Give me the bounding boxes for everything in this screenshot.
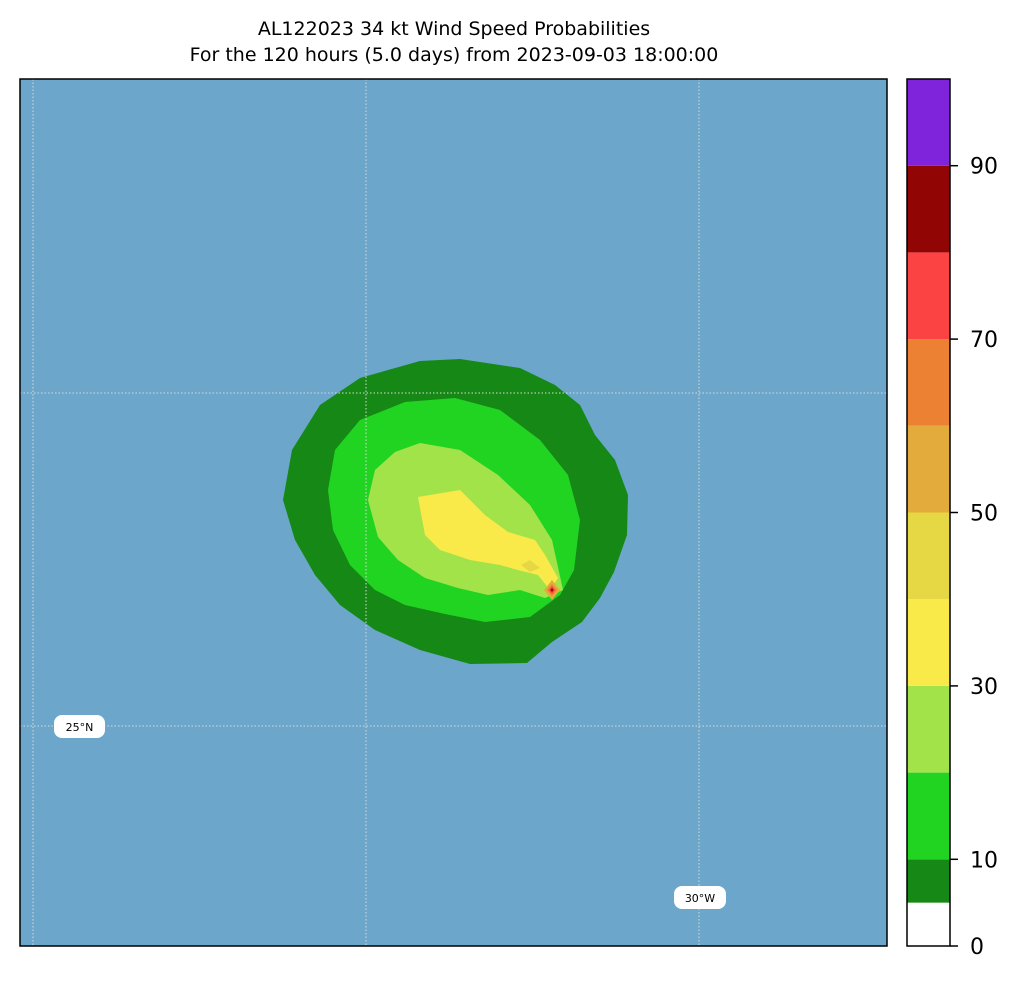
colorbar-segment-60-70 <box>907 339 950 426</box>
colorbar-segment-0-5 <box>907 902 950 946</box>
colorbar-segment-80-90 <box>907 165 950 253</box>
map-panel: 25°N 30°W <box>19 78 888 947</box>
probability-contours <box>283 359 628 664</box>
colorbar-segments <box>907 79 950 946</box>
colorbar-ticks: 0 10 30 50 70 90 <box>950 155 998 960</box>
colorbar: 0 10 30 50 70 90 <box>906 78 998 960</box>
colorbar-tick-label-70: 70 <box>970 328 998 353</box>
map-title: AL122023 34 kt Wind Speed Probabilities … <box>20 16 888 68</box>
title-line-2: For the 120 hours (5.0 days) from 2023-0… <box>189 44 719 66</box>
colorbar-segment-40-50 <box>907 512 950 600</box>
map-frame <box>19 78 888 947</box>
colorbar-segment-90-100 <box>907 79 950 166</box>
longitude-label: 30°W <box>674 886 726 909</box>
colorbar-tick-label-10: 10 <box>970 848 998 873</box>
colorbar-segment-5-10 <box>907 859 950 903</box>
title-line-1: AL122023 34 kt Wind Speed Probabilities <box>257 18 651 40</box>
colorbar-tick-label-90: 90 <box>970 155 998 180</box>
contour-40-50 <box>521 560 540 572</box>
colorbar-segment-50-60 <box>907 425 950 513</box>
latitude-label-text: 25°N <box>66 721 94 734</box>
latitude-label: 25°N <box>54 715 105 738</box>
colorbar-tick-label-0: 0 <box>970 935 984 960</box>
colorbar-tick-label-30: 30 <box>970 675 998 700</box>
colorbar-segment-10-20 <box>907 772 950 860</box>
gridlines <box>20 79 887 946</box>
longitude-label-text: 30°W <box>685 892 715 905</box>
colorbar-segment-30-40 <box>907 599 950 686</box>
contour-80-90 <box>550 588 554 592</box>
colorbar-segment-70-80 <box>907 252 950 340</box>
colorbar-segment-20-30 <box>907 685 950 773</box>
colorbar-tick-label-50: 50 <box>970 502 998 527</box>
